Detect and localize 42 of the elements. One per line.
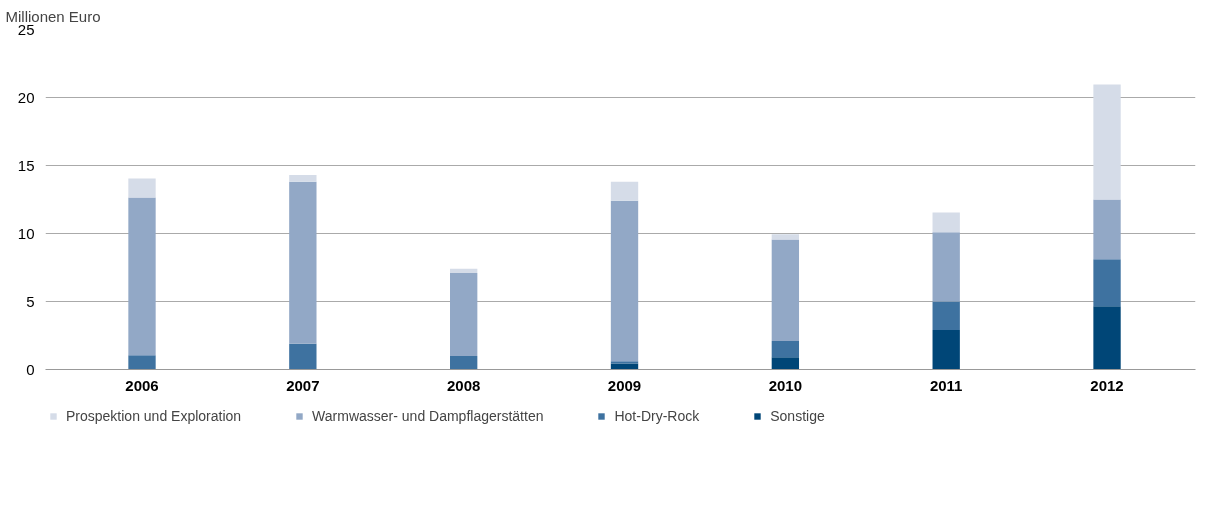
bar [610,200,639,362]
bar [610,363,639,370]
bar [932,232,960,302]
bar [450,272,478,356]
bar [771,239,800,341]
bar [932,330,960,370]
bar [450,268,478,273]
bar [128,355,156,370]
x-tick-label: 2010 [768,376,803,394]
bar [1093,84,1121,200]
legend-label: Prospektion und Exploration [66,407,242,424]
bar [1093,306,1121,370]
legend-label: Warmwasser- und Dampflagerstätten [312,407,544,424]
bar [1093,199,1121,260]
y-tick-label: 10 [17,224,35,242]
bar [289,181,317,344]
bar [289,343,317,370]
x-tick-label: 2012 [1090,376,1124,394]
y-axis-title: Millionen Euro [5,7,101,25]
bar [610,361,639,364]
y-tick-label: 20 [17,88,35,106]
bar [771,340,800,358]
bar [771,357,800,370]
bar [450,355,478,370]
y-tick-label: 15 [17,156,35,174]
bar [771,234,800,240]
bar [128,178,156,198]
x-tick-label: 2006 [125,376,159,394]
bar [1093,259,1121,307]
y-tick-label: 5 [26,292,35,310]
bar [289,175,317,182]
bar [128,197,156,356]
legend-label: Hot-Dry-Rock [614,407,700,424]
bar [932,301,960,331]
x-tick-label: 2011 [929,376,963,394]
x-tick-label: 2008 [447,376,481,394]
bar [932,212,960,233]
x-tick-label: 2009 [607,376,642,394]
x-tick-label: 2007 [286,376,320,394]
y-tick-label: 0 [26,360,35,378]
legend-label: Sonstige [770,407,825,424]
bar [610,181,639,201]
